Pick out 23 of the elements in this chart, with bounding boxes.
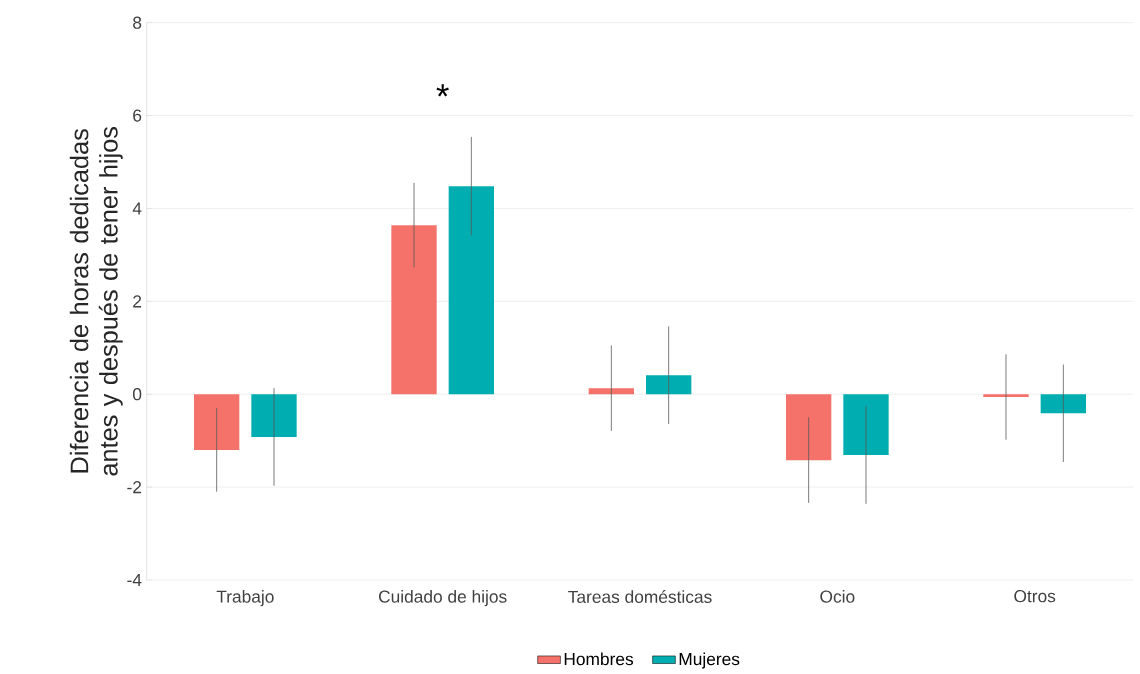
y-tick-label: -2 <box>127 481 142 494</box>
y-axis-title: Diferencia de horas dedicadas antes y después de tener hijos <box>69 126 123 476</box>
legend-label: Hombres <box>564 652 634 666</box>
y-tick-label: -4 <box>127 574 142 586</box>
bar <box>448 186 494 395</box>
x-tick-label: Cuidado de hijos <box>378 590 507 607</box>
annotation: * <box>436 84 449 97</box>
bar <box>1040 394 1086 414</box>
y-tick-label: 8 <box>133 16 142 29</box>
bar <box>588 388 634 395</box>
bar <box>251 394 297 437</box>
x-tick-label: Ocio <box>820 590 855 603</box>
x-tick-label: Trabajo <box>216 590 274 607</box>
bar <box>391 225 437 395</box>
x-tick-label: Tareas domésticas <box>568 590 712 603</box>
bar <box>983 394 1029 397</box>
x-tick-label: Otros <box>1014 590 1056 603</box>
y-tick-label: 6 <box>133 109 142 122</box>
legend-label: Mujeres <box>679 652 740 669</box>
bar <box>646 375 692 395</box>
y-tick-label: 0 <box>132 388 142 401</box>
y-tick-label: 4 <box>132 202 142 215</box>
y-tick-label: 2 <box>133 295 142 308</box>
